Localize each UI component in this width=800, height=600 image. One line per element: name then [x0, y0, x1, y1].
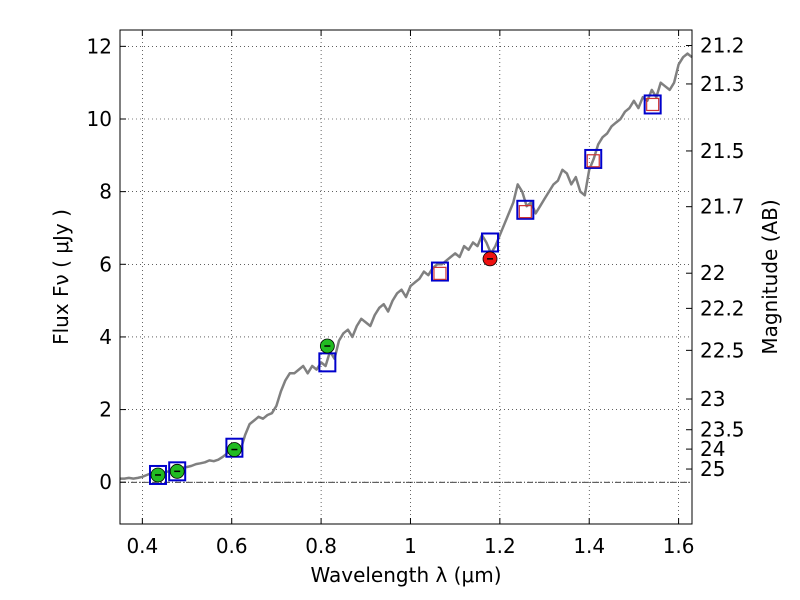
model-band-square: [430, 261, 449, 282]
magnitude-tick-label: 21.7: [700, 195, 745, 219]
x-tick-label: 0.4: [126, 534, 158, 558]
model-band-square: [168, 461, 187, 482]
y-axis-title: Flux Fν ( μJy ): [49, 209, 73, 345]
magnitude-tick-label: 23: [700, 387, 725, 411]
markers-group: [148, 94, 662, 485]
x-tick-label: 1: [404, 534, 417, 558]
x-tick-label: 1.4: [573, 534, 605, 558]
y-tick-label: 8: [99, 180, 112, 204]
magnitude-tick-label: 25: [700, 457, 725, 481]
x-tick-label: 1.2: [484, 534, 516, 558]
x-tick-label: 0.8: [305, 534, 337, 558]
y-tick-label: 12: [87, 34, 112, 58]
magnitude-tick-label: 21.5: [700, 139, 745, 163]
model-band-square: [584, 148, 603, 169]
magnitude-tick-label: 21.2: [700, 34, 745, 58]
y-tick-label: 2: [99, 398, 112, 422]
model-band-square: [148, 464, 167, 485]
red-square-marker: [586, 154, 600, 168]
model-band-square: [643, 94, 662, 115]
y-axis: 0 2 4 6 8 10 12: [87, 34, 126, 494]
red-square-marker: [518, 205, 532, 219]
magnitude-axis-title: Magnitude (AB): [758, 199, 782, 354]
magnitude-tick-label: 24: [700, 437, 725, 461]
magnitude-tick-label: 21.3: [700, 72, 745, 96]
model-band-square: [516, 199, 535, 220]
plot-frame: [119, 29, 693, 525]
y-tick-label: 0: [99, 470, 112, 494]
magnitude-tick-label: 22.5: [700, 338, 745, 362]
y-tick-label: 4: [99, 325, 112, 349]
magnitude-tick-label: 22: [700, 261, 725, 285]
x-tick-label: 0.6: [216, 534, 248, 558]
magnitude-tick-label: 23.5: [700, 418, 745, 442]
x-tick-label: 1.6: [663, 534, 695, 558]
y-tick-label: 6: [99, 252, 112, 276]
red-square-marker: [646, 97, 660, 112]
magnitude-tick-label: 22.2: [700, 296, 745, 320]
x-axis-title: Wavelength λ (μm): [310, 563, 501, 587]
x-axis: 0.4 0.6 0.8 1 1.2 1.4 1.6: [126, 30, 695, 558]
y-tick-label: 10: [87, 107, 112, 131]
red-square-marker: [433, 266, 447, 280]
plot-background: [120, 30, 692, 524]
